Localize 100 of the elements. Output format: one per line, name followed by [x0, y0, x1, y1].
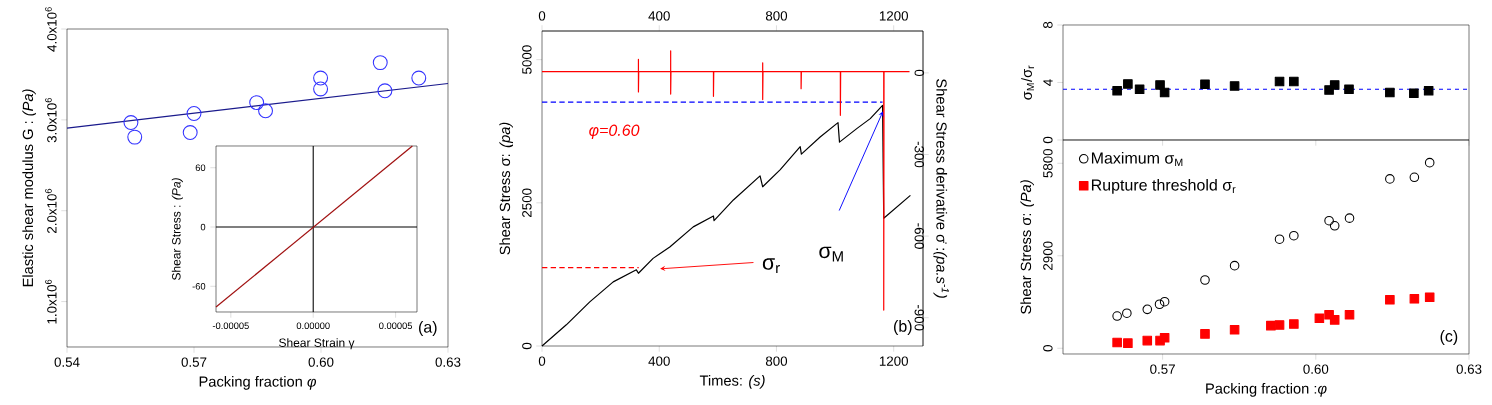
point: [372, 55, 388, 71]
y-tick-label: 0: [1043, 136, 1053, 144]
point: [1159, 87, 1170, 98]
y-axis-title: Shear Stress σ: (Pa): [1020, 180, 1035, 314]
point: [1200, 79, 1210, 90]
x-axis-title: Packing fraction φ: [199, 376, 317, 390]
x-tick-label: 1200: [879, 11, 909, 21]
y-tick-label: 5000: [522, 45, 532, 74]
x-tick-label: 400: [648, 11, 670, 21]
point: [1122, 308, 1132, 318]
point: [1385, 174, 1395, 184]
point: [1409, 172, 1420, 183]
point: [1229, 81, 1240, 91]
point: [1123, 79, 1133, 89]
line-series: [541, 50, 911, 311]
point: [1409, 88, 1419, 99]
y-tick-label: -60: [192, 283, 206, 290]
y-tick-label: 4.0x10$^{6}$: [45, 7, 57, 52]
point: [1200, 329, 1210, 339]
x-tick-label: 0.00000: [296, 322, 330, 329]
y-tick-label: 2900: [1043, 241, 1053, 270]
annotation: (c): [1440, 330, 1458, 345]
point: [1200, 275, 1210, 285]
y-tick-label: 2500: [522, 188, 532, 217]
point: [182, 125, 198, 141]
y-tick-label: 2.0x10$^{6}$: [45, 188, 57, 233]
point: [127, 129, 143, 145]
y-tick-label: 4: [1043, 79, 1053, 86]
y-axis-title: Shear Stress : (Pa): [171, 178, 183, 281]
x-tick-label: -0.00005: [212, 322, 249, 329]
point: [1289, 76, 1299, 87]
point: [1112, 311, 1122, 321]
text: Shear Stress derivative σ̇ :(pa.s$^{-1}$): [933, 79, 949, 298]
annotation: (b): [894, 320, 912, 335]
x-axis-title: Shear Strain γ: [279, 338, 355, 350]
point: [1134, 84, 1145, 95]
point: [1385, 87, 1395, 98]
y-axis-title: σ$_{M}$/σ$_{r}$: [1021, 65, 1035, 100]
point: [1159, 296, 1170, 307]
x-tick-label: 0.63: [1456, 364, 1482, 374]
point: [411, 70, 427, 86]
point: [313, 70, 329, 86]
y-tick-label: 0: [1043, 345, 1053, 352]
y-axis-title: Shear Stress σ: (pa): [499, 122, 513, 255]
point: [1266, 320, 1276, 331]
x-tick-label: 0.57: [181, 357, 207, 367]
point: [1289, 230, 1299, 241]
x-tick-label: 800: [765, 11, 788, 21]
y-tick-label: 1.0x10$^{6}$: [45, 279, 57, 324]
x-axis-title: Times: (s): [699, 375, 765, 389]
annotation: (a): [419, 321, 437, 336]
point: [1229, 324, 1240, 335]
x-tick-label: 0.54: [54, 357, 80, 367]
point: [1385, 294, 1395, 305]
point: [1344, 213, 1355, 223]
y2-tick-label: -600: [914, 223, 924, 249]
point: [1154, 299, 1165, 310]
point: [186, 106, 202, 121]
point: [1142, 335, 1153, 346]
point: [1314, 313, 1325, 324]
y2-tick-label: -300: [914, 141, 924, 168]
point: [1112, 85, 1122, 96]
x-tick-label: 0.63: [435, 357, 461, 367]
point: [1424, 292, 1435, 303]
legend-label: Maximum σ$_{M}$: [1091, 152, 1183, 167]
x-tick-label: 0.60: [1303, 364, 1329, 374]
point: [258, 103, 274, 119]
point: [1424, 157, 1435, 168]
y-tick-label: 0: [200, 223, 206, 231]
annotation: σ$_{r}$: [762, 258, 780, 274]
point: [1112, 337, 1122, 348]
x-tick-label: 0.57: [1150, 364, 1175, 374]
y-tick-label: 60: [195, 164, 206, 172]
point: [1344, 309, 1355, 320]
point: [1142, 304, 1153, 315]
point: [1329, 80, 1340, 90]
point: [1423, 85, 1434, 96]
y-tick-label: 3.0x10$^{6}$: [45, 98, 57, 143]
point: [377, 83, 393, 99]
point: [1344, 84, 1354, 95]
point: [1274, 320, 1285, 330]
point: [1274, 234, 1285, 244]
y-tick-label: 0: [522, 342, 532, 350]
annotation: φ=0.60: [589, 124, 640, 140]
y2-tick-label: 0: [914, 69, 924, 77]
y-axis-title: Elastic shear modulus G : (Pa): [22, 89, 36, 287]
point: [1229, 260, 1240, 271]
point: [1329, 220, 1340, 231]
legend-label: Rupture threshold σ$_{r}$: [1091, 178, 1236, 194]
y-tick-label: 8: [1043, 21, 1053, 29]
x-axis-title: Packing fraction :φ: [1206, 383, 1327, 397]
point: [1159, 332, 1170, 343]
x-tick-label: 0.00005: [379, 322, 413, 329]
point: [1409, 294, 1420, 304]
x-tick-label: 0.60: [308, 357, 334, 367]
y2-tick-label: -900: [914, 304, 924, 331]
annotation: σ$_{M}$: [819, 246, 843, 262]
point: [1155, 80, 1165, 90]
point: [1123, 338, 1133, 348]
y-tick-label: 5800: [1043, 148, 1053, 178]
